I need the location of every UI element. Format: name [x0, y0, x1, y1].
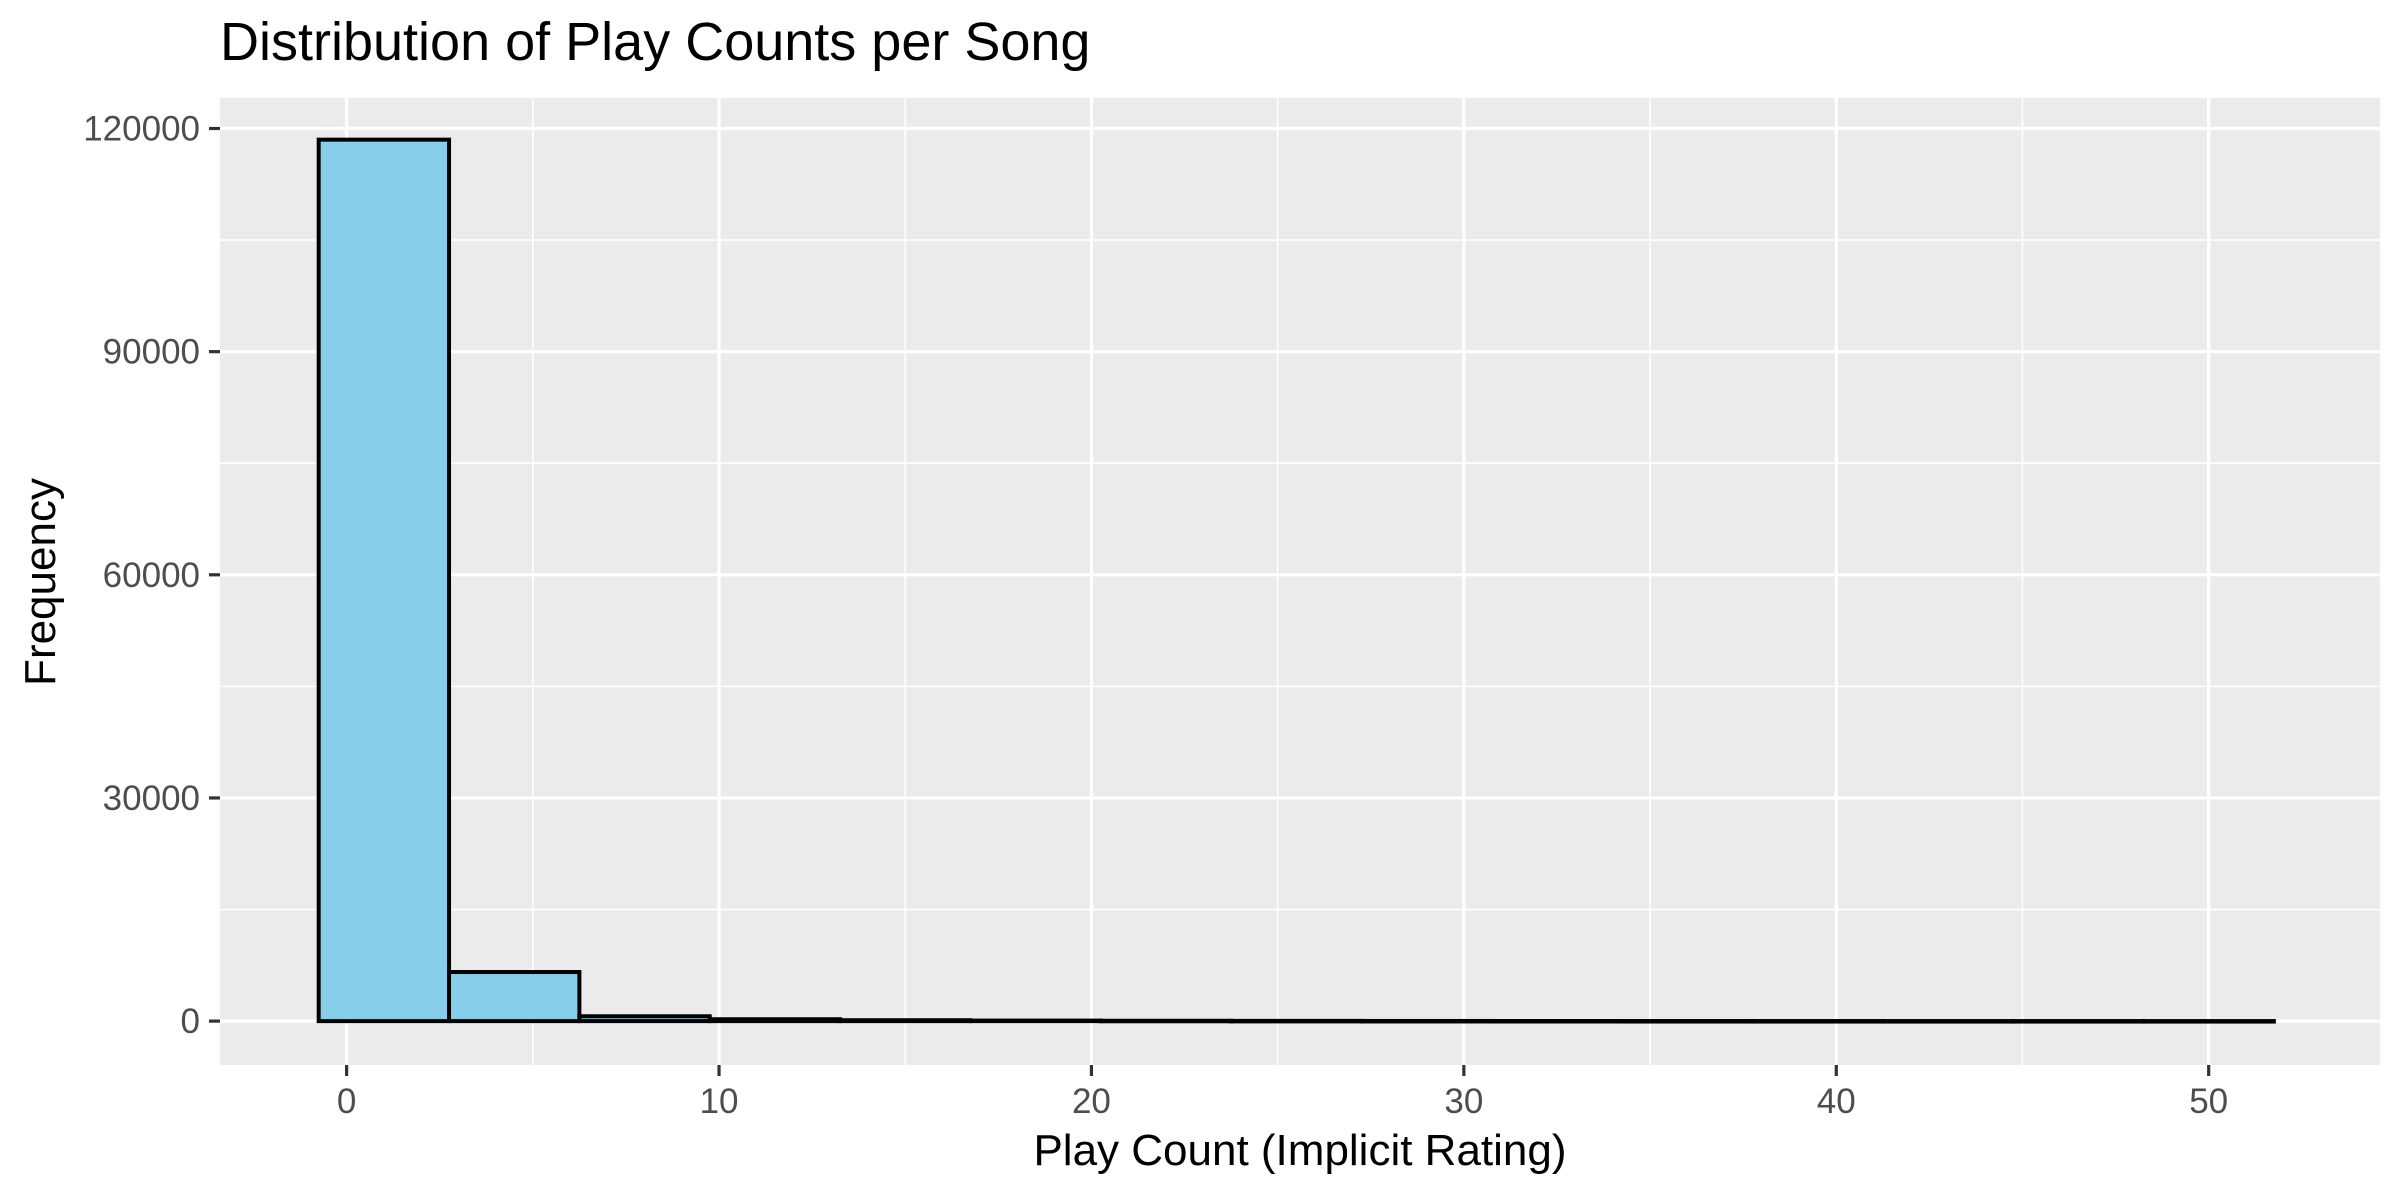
histogram-bar	[838, 1018, 973, 1024]
x-axis: 0 10 20 30 40 50	[337, 1065, 2228, 1121]
histogram-bar	[1620, 1019, 1755, 1024]
y-tick-label: 30000	[103, 779, 200, 818]
x-tick-label: 40	[1817, 1082, 1856, 1121]
histogram-bar	[316, 137, 452, 1024]
x-tick-label: 0	[337, 1082, 356, 1121]
x-axis-title: Play Count (Implicit Rating)	[1033, 1126, 1566, 1175]
histogram-bar	[577, 1014, 712, 1024]
major-gridlines	[220, 98, 2380, 1065]
x-tick-label: 30	[1444, 1082, 1483, 1121]
histogram-bar	[1880, 1019, 2016, 1024]
histogram-bars	[316, 137, 2276, 1024]
y-axis: 0 30000 60000 90000 120000	[83, 109, 220, 1041]
histogram-bar	[1750, 1019, 1885, 1024]
histogram-bar	[707, 1017, 843, 1024]
x-tick-label: 50	[2189, 1082, 2228, 1121]
histogram-bar	[1098, 1018, 1234, 1024]
histogram-bar	[1359, 1018, 1494, 1024]
y-tick-label: 0	[181, 1002, 200, 1041]
plot-panel	[220, 98, 2380, 1065]
histogram-bar	[2011, 1019, 2146, 1024]
histogram-bar	[1489, 1019, 1625, 1024]
histogram-bar	[968, 1018, 1103, 1024]
minor-gridlines	[220, 98, 2380, 1065]
x-tick-label: 10	[700, 1082, 739, 1121]
histogram-bar	[1229, 1018, 1364, 1024]
y-tick-label: 120000	[83, 109, 200, 148]
histogram-bar	[447, 970, 582, 1024]
y-axis-title: Frequency	[16, 478, 65, 686]
histogram-bar	[2141, 1019, 2276, 1024]
y-tick-label: 90000	[103, 333, 200, 372]
y-tick-label: 60000	[103, 556, 200, 595]
x-tick-label: 20	[1072, 1082, 1111, 1121]
chart-title: Distribution of Play Counts per Song	[220, 12, 1090, 72]
